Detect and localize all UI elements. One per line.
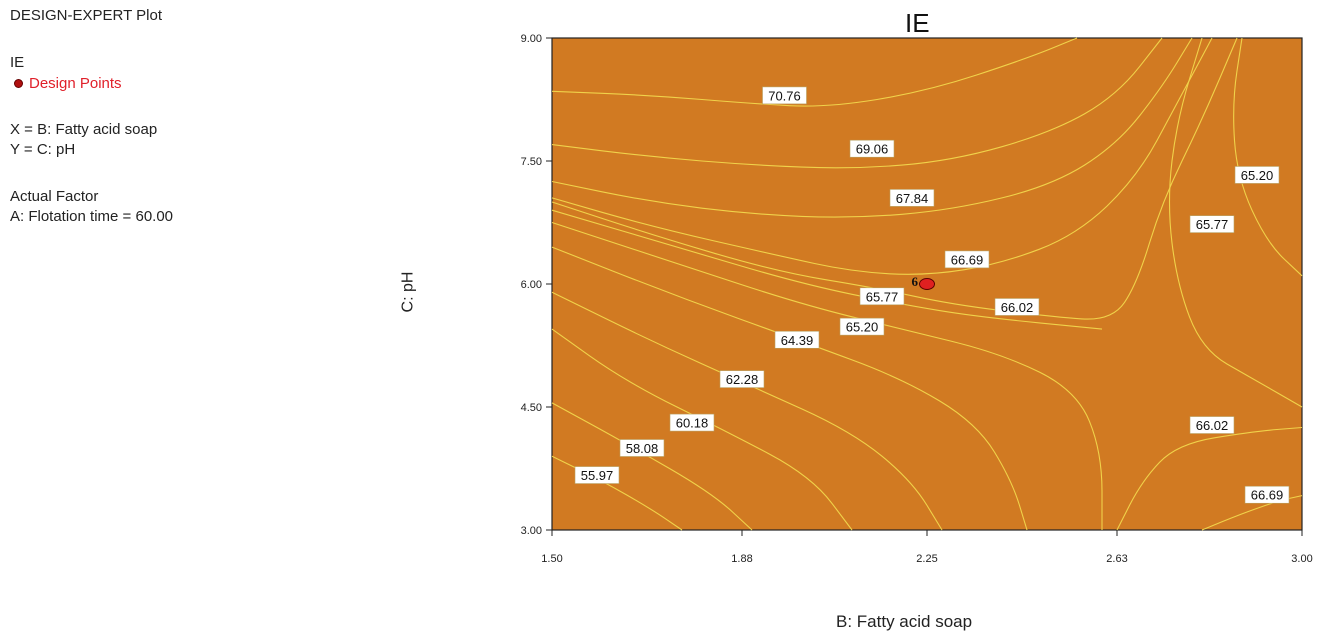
contour-label-box bbox=[1244, 485, 1290, 504]
contour-label-box bbox=[1189, 416, 1235, 434]
y-tick-label: 7.50 bbox=[521, 156, 542, 168]
plot-name: DESIGN-EXPERT Plot bbox=[10, 7, 162, 24]
design-points-label: Design Points bbox=[29, 75, 122, 92]
contour-line bbox=[551, 291, 943, 531]
contour-line bbox=[551, 37, 1193, 218]
actual-factor-heading: Actual Factor bbox=[10, 188, 99, 205]
chart-title: IE bbox=[905, 8, 930, 38]
contour-label: 60.18 bbox=[676, 416, 709, 431]
response-name: IE bbox=[10, 54, 25, 71]
contour-label: 69.06 bbox=[856, 142, 889, 157]
contour-label: 65.20 bbox=[1241, 168, 1274, 183]
contour-line bbox=[1116, 426, 1303, 531]
contour-label: 66.69 bbox=[1251, 488, 1284, 503]
y-tick-label: 4.50 bbox=[521, 402, 542, 414]
contour-label-box bbox=[774, 330, 820, 349]
y-tick-label: 9.00 bbox=[521, 33, 542, 45]
y-tick-label: 6.00 bbox=[521, 279, 542, 291]
actual-factor-value: A: Flotation time = 60.00 bbox=[10, 208, 174, 225]
contour-label: 65.77 bbox=[1196, 217, 1229, 232]
contour-label: 66.02 bbox=[1196, 418, 1229, 433]
contour-line bbox=[551, 221, 1103, 530]
contour-label-box bbox=[944, 250, 990, 269]
contour-label: 65.20 bbox=[846, 320, 879, 335]
contour-label-box bbox=[889, 189, 935, 207]
contour-line bbox=[551, 37, 1078, 107]
x-tick-label: 2.25 bbox=[916, 553, 937, 565]
x-tick-label: 1.50 bbox=[541, 553, 562, 565]
x-tick-label: 2.63 bbox=[1106, 553, 1127, 565]
x-definition: X = B: Fatty acid soap bbox=[10, 121, 158, 138]
x-axis-label: B: Fatty acid soap bbox=[836, 612, 973, 631]
contour-label-box bbox=[762, 86, 807, 105]
design-point-count: 6 bbox=[912, 274, 919, 289]
contour-line bbox=[1168, 37, 1303, 408]
contour-label-box bbox=[574, 466, 620, 484]
contour-label: 55.97 bbox=[581, 468, 614, 483]
design-point bbox=[919, 278, 935, 290]
design-points-legend: Design Points bbox=[10, 74, 122, 93]
contour-label-box bbox=[719, 370, 765, 388]
contour-label-box bbox=[839, 317, 885, 336]
contour-label-box bbox=[669, 413, 715, 432]
contour-line bbox=[551, 37, 1213, 275]
contour-label-box bbox=[859, 287, 905, 306]
contour-label: 58.08 bbox=[626, 441, 659, 456]
contour-line bbox=[551, 209, 1103, 330]
contour-label: 66.69 bbox=[951, 252, 984, 267]
contour-line bbox=[551, 328, 853, 531]
y-tick-label: 3.00 bbox=[521, 525, 542, 537]
x-tick-label: 3.00 bbox=[1291, 553, 1312, 565]
contour-label-box bbox=[1234, 166, 1280, 184]
contour-label: 70.76 bbox=[768, 88, 801, 103]
contour-label: 67.84 bbox=[896, 191, 929, 206]
contour-label: 66.02 bbox=[1001, 300, 1034, 315]
design-point-marker-icon bbox=[14, 79, 23, 89]
contour-label-box bbox=[994, 298, 1040, 316]
contour-label-box bbox=[1189, 215, 1235, 233]
contour-label: 65.77 bbox=[866, 289, 899, 304]
contour-label-box bbox=[619, 439, 665, 457]
contour-line bbox=[551, 402, 753, 531]
contour-line bbox=[551, 37, 1163, 169]
contour-label: 64.39 bbox=[781, 333, 814, 348]
contour-line bbox=[551, 246, 1028, 531]
contour-label: 62.28 bbox=[726, 372, 759, 387]
contour-label-box bbox=[849, 139, 895, 158]
y-definition: Y = C: pH bbox=[10, 141, 76, 158]
x-tick-label: 1.88 bbox=[731, 553, 752, 565]
